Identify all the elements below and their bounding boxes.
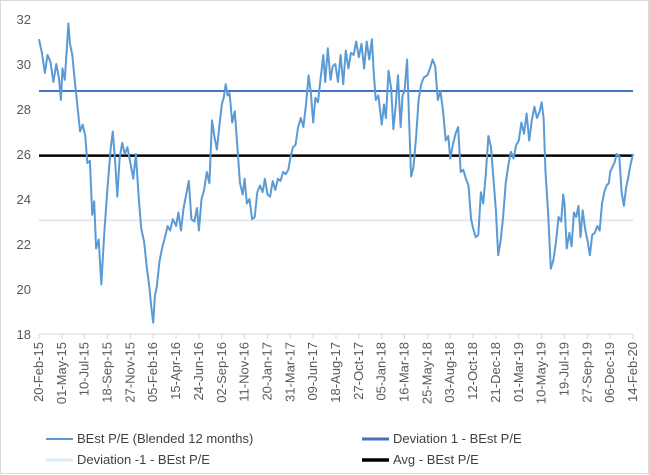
x-tick-label: 09-Jun-17 bbox=[305, 342, 320, 401]
x-tick-label: 10-Jul-15 bbox=[77, 342, 92, 396]
x-tick-label: 05-Jan-18 bbox=[374, 342, 389, 401]
legend-dev-plus-1-label: Deviation 1 - BEst P/E bbox=[393, 431, 522, 446]
y-tick-label: 26 bbox=[17, 147, 31, 162]
x-tick-label: 15-Apr-16 bbox=[168, 342, 183, 400]
x-tick-label: 06-Dec-19 bbox=[602, 342, 617, 403]
legend-pe-label: BEst P/E (Blended 12 months) bbox=[77, 431, 253, 446]
y-tick-label: 22 bbox=[17, 237, 31, 252]
y-tick-label: 30 bbox=[17, 57, 31, 72]
x-tick-label: 14-Feb-20 bbox=[625, 342, 640, 402]
x-tick-label: 12-Oct-18 bbox=[465, 342, 480, 400]
x-tick-label: 27-Nov-15 bbox=[122, 342, 137, 403]
x-tick-label: 18-Sep-15 bbox=[100, 342, 115, 403]
pe-series-line bbox=[38, 22, 634, 324]
y-tick-label: 32 bbox=[17, 12, 31, 27]
x-tick-label: 03-Aug-18 bbox=[442, 342, 457, 403]
x-tick-label: 05-Feb-16 bbox=[145, 342, 160, 402]
x-tick-label: 21-Dec-18 bbox=[488, 342, 503, 403]
x-tick-label: 27-Sep-19 bbox=[579, 342, 594, 403]
y-tick-label: 24 bbox=[17, 192, 31, 207]
y-tick-label: 20 bbox=[17, 282, 31, 297]
y-tick-label: 18 bbox=[17, 327, 31, 342]
x-tick-label: 18-Aug-17 bbox=[328, 342, 343, 403]
x-tick-label: 16-Mar-18 bbox=[397, 342, 412, 402]
x-tick-label: 20-Feb-15 bbox=[31, 342, 46, 402]
x-tick-label: 24-Jun-16 bbox=[191, 342, 206, 401]
x-tick-label: 11-Nov-16 bbox=[237, 342, 252, 402]
x-tick-label: 20-Jan-17 bbox=[259, 342, 274, 401]
y-tick-label: 28 bbox=[17, 102, 31, 117]
x-tick-label: 02-Sep-16 bbox=[214, 342, 229, 403]
x-tick-label: 01-May-15 bbox=[54, 342, 69, 404]
x-tick-label: 25-May-18 bbox=[419, 342, 434, 404]
x-tick-label: 19-Jul-19 bbox=[556, 342, 571, 396]
legend-dev-minus-1-label: Deviation -1 - BEst P/E bbox=[77, 452, 210, 467]
x-tick-label: 10-May-19 bbox=[534, 342, 549, 404]
x-tick-label: 01-Mar-19 bbox=[511, 342, 526, 402]
x-tick-label: 27-Oct-17 bbox=[351, 342, 366, 400]
x-tick-label: 31-Mar-17 bbox=[282, 342, 297, 402]
legend-avg-label: Avg - BEst P/E bbox=[393, 452, 479, 467]
